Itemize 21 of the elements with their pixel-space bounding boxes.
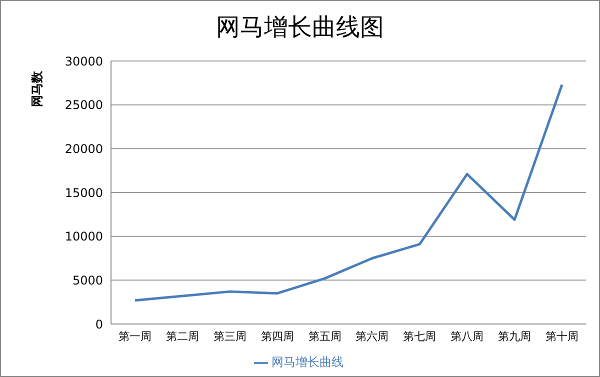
x-tick-label: 第四周 bbox=[260, 330, 294, 343]
x-tick-label: 第三周 bbox=[213, 330, 246, 343]
y-tick-label: 30000 bbox=[64, 54, 103, 68]
x-tick-label: 第八周 bbox=[450, 330, 484, 343]
x-tick-label: 第七周 bbox=[403, 330, 436, 343]
legend-label: 网马增长曲线 bbox=[272, 355, 344, 369]
line-series bbox=[134, 83, 564, 302]
chart-title: 网马增长曲线图 bbox=[215, 12, 385, 43]
x-tick-label: 第二周 bbox=[166, 330, 199, 343]
y-axis-title: 网马数 bbox=[29, 71, 45, 107]
y-tick-label: 5000 bbox=[72, 273, 103, 288]
y-tick-label: 25000 bbox=[64, 98, 103, 112]
y-tick-label: 15000 bbox=[64, 186, 103, 200]
y-tick-label: 10000 bbox=[64, 230, 103, 244]
y-tick-label: 20000 bbox=[64, 142, 103, 156]
x-tick-label: 第九周 bbox=[498, 330, 532, 343]
x-tick-label: 第六周 bbox=[356, 330, 389, 343]
x-tick-label: 第五周 bbox=[308, 330, 342, 343]
x-tick-label: 第一周 bbox=[118, 330, 152, 343]
x-tick-label: 第十周 bbox=[546, 330, 578, 343]
y-tick-label: 0 bbox=[95, 317, 103, 332]
